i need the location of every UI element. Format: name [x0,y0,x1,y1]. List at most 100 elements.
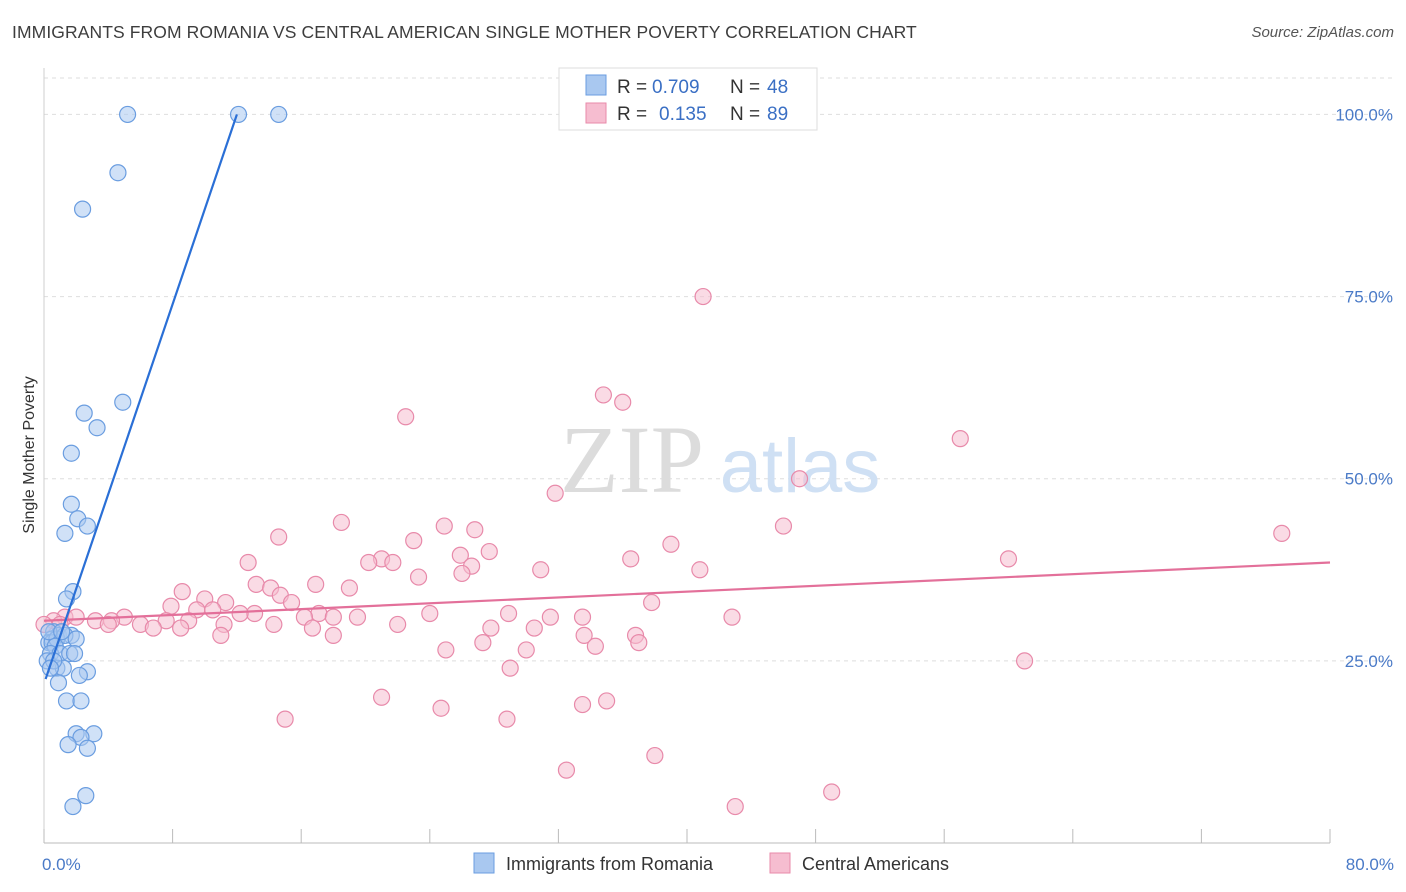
legend-label-romania: Immigrants from Romania [506,854,714,874]
data-point [307,575,325,593]
data-point [614,393,632,411]
data-point [270,105,288,124]
y-tick-labels: 25.0% 50.0% 75.0% 100.0% [1335,105,1393,670]
data-point [999,550,1018,568]
data-point [541,608,559,626]
data-point [575,626,593,644]
data-point [67,608,85,626]
data-point [1273,524,1291,542]
trendline-immigrants-from-romania [44,114,238,680]
data-point [726,797,744,816]
data-point [59,736,77,754]
data-point [397,408,415,426]
data-point [118,105,137,124]
data-point [114,393,132,411]
data-point [586,637,604,655]
data-point [99,615,117,634]
stats-n-value-blue: 48 [767,77,788,98]
legend-label-central-americans: Central Americans [802,854,949,874]
stats-legend: R = 0.709 N = 48 R = 0.135 N = 89 [558,67,818,131]
data-point [360,553,378,572]
data-point [691,561,709,579]
stats-r-value-pink: 0.135 [659,104,707,125]
data-point [67,630,85,648]
data-point [630,634,648,652]
data-point [265,615,283,634]
data-point [384,553,402,572]
stats-swatch-blue [585,74,607,96]
data-point [517,641,535,659]
grid [44,77,1392,662]
data-point [573,608,592,626]
stats-n-label-blue: N = [730,77,760,98]
data-point [324,626,342,644]
data-point [723,608,741,626]
data-point [72,692,90,710]
data-point [70,666,88,685]
data-point [532,561,550,579]
data-point [217,593,235,612]
y-tick-label: 25.0% [1345,652,1393,671]
data-point [239,553,257,572]
data-point [282,593,301,612]
series-central-americans [35,287,1291,816]
y-tick-label: 50.0% [1345,470,1393,489]
data-point [694,287,712,306]
data-point [372,688,391,706]
y-axis-label: Single Mother Poverty [21,376,38,533]
data-point [790,470,809,488]
data-point [144,619,162,637]
data-point [498,710,516,728]
y-tick-label: 100.0% [1335,105,1393,124]
data-point [303,619,322,637]
data-point [348,608,367,626]
data-point [453,564,471,583]
data-point [173,583,191,601]
x-tick-labels: 0.0% 80.0% [42,855,1394,874]
watermark-zip: ZIP [560,406,704,513]
data-point [662,535,680,553]
data-point [324,608,342,626]
data-point [474,634,492,652]
data-point [57,692,76,710]
data-point [466,521,484,539]
data-point [340,579,359,597]
data-point [432,699,450,717]
data-point [77,787,95,805]
data-point [73,200,92,218]
data-point [409,568,428,586]
chart-source: Source: ZipAtlas.com [1251,24,1394,41]
data-point [229,105,248,124]
data-point [594,386,613,404]
data-point [451,546,469,564]
y-tick-label: 75.0% [1345,288,1393,307]
data-point [162,597,180,615]
data-point [332,513,350,532]
data-point [65,644,84,663]
legend: Immigrants from Romania Central American… [473,852,949,874]
data-point [172,619,190,637]
data-point [247,575,265,593]
data-point [64,797,82,816]
data-point [405,532,423,550]
legend-swatch-central-americans [769,852,791,874]
stats-r-value-blue: 0.709 [652,77,700,98]
data-point [75,404,93,422]
data-point [157,612,175,630]
data-point [557,761,576,779]
data-point [88,419,106,437]
data-point [212,626,230,644]
chart-title: IMMIGRANTS FROM ROMANIA VS CENTRAL AMERI… [12,22,917,42]
stats-swatch-pink [585,102,607,124]
x-tick-label-min: 0.0% [42,855,81,874]
data-point [1015,652,1034,670]
data-point [643,593,661,612]
data-point [499,604,518,623]
stats-n-label-pink: N = [730,104,760,125]
data-point [49,674,68,692]
data-point [204,601,222,619]
axes [43,68,1331,844]
data-point [951,430,969,448]
series-immigrants-from-romania [38,105,288,816]
